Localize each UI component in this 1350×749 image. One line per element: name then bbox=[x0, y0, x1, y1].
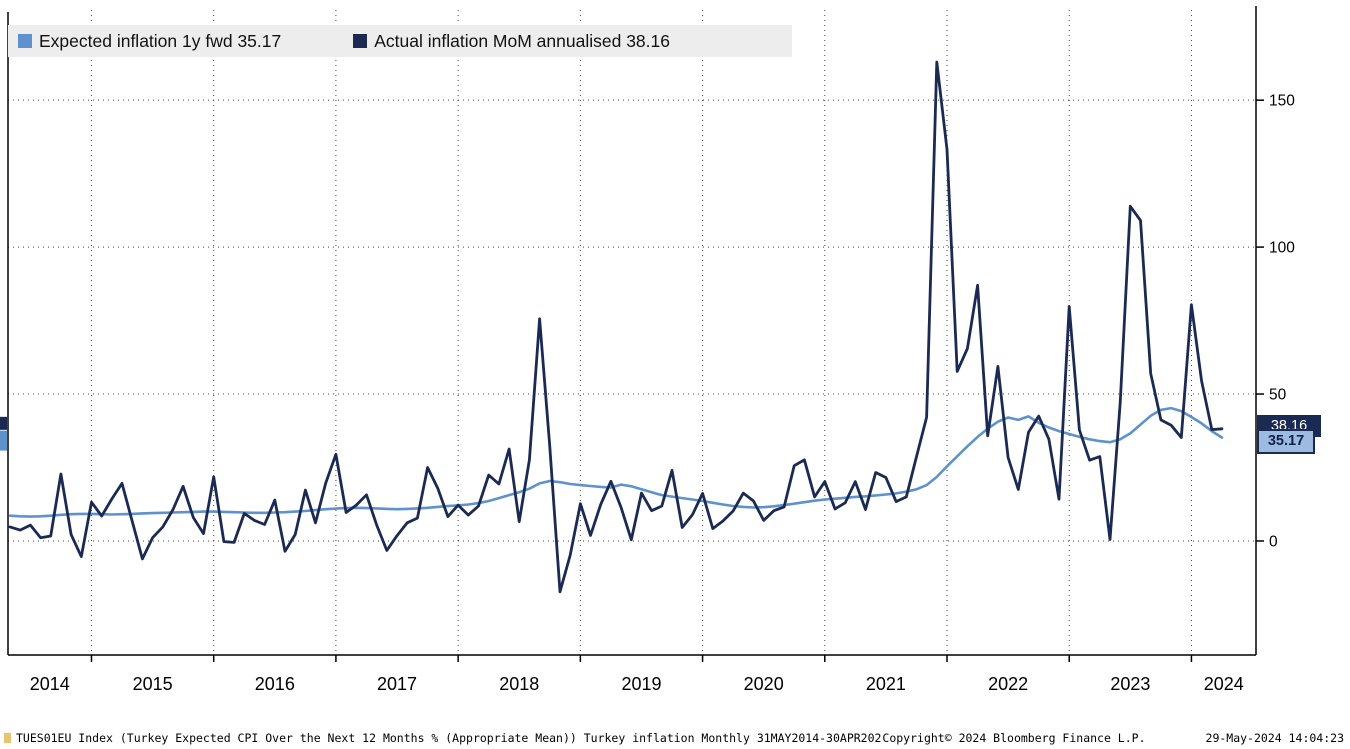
x-axis-year-label: 2014 bbox=[30, 674, 70, 694]
terminal-marker-icon bbox=[4, 733, 11, 743]
y-axis-tick-label: 50 bbox=[1269, 387, 1287, 404]
x-axis-year-label: 2024 bbox=[1204, 674, 1244, 694]
series-line-actual bbox=[8, 60, 1224, 594]
left-axis-expected-marker bbox=[0, 430, 7, 451]
x-axis-year-label: 2021 bbox=[866, 674, 906, 694]
expected-last-value-badge: 35.17 bbox=[1257, 429, 1315, 454]
legend-item-actual[interactable]: Actual inflation MoM annualised 38.16 bbox=[353, 31, 670, 52]
y-axis-tick-label: 100 bbox=[1269, 240, 1295, 257]
y-axis-tick-label: 0 bbox=[1269, 533, 1278, 550]
x-axis-year-label: 2020 bbox=[744, 674, 784, 694]
series-line-expected bbox=[8, 406, 1224, 518]
security-description: TUES01EU Index (Turkey Expected CPI Over… bbox=[16, 731, 883, 745]
status-bar: TUES01EU Index (Turkey Expected CPI Over… bbox=[0, 731, 1350, 745]
actual-series-swatch-icon bbox=[353, 34, 368, 48]
chart-legend: Expected inflation 1y fwd 35.17 Actual i… bbox=[8, 25, 792, 57]
expected-series-swatch-icon bbox=[18, 34, 32, 48]
left-axis-actual-marker bbox=[0, 416, 7, 430]
legend-label-actual: Actual inflation MoM annualised 38.16 bbox=[374, 30, 670, 51]
legend-item-expected[interactable]: Expected inflation 1y fwd 35.17 bbox=[18, 31, 281, 52]
x-axis-year-label: 2016 bbox=[255, 674, 295, 694]
copyright-text: Copyright© 2024 Bloomberg Finance L.P. bbox=[882, 731, 1146, 745]
x-axis-year-label: 2022 bbox=[988, 674, 1028, 694]
x-axis-year-label: 2018 bbox=[499, 674, 539, 694]
y-axis-tick-label: 150 bbox=[1269, 93, 1295, 110]
legend-label-expected: Expected inflation 1y fwd 35.17 bbox=[39, 30, 282, 51]
chart-canvas: 0 50 100 150 2014 2015 2016 2017 2018 2019 2020 202… bbox=[0, 6, 1295, 694]
x-axis-year-label: 2015 bbox=[133, 674, 173, 694]
timestamp: 29-May-2024 14:04:23 bbox=[1205, 731, 1344, 745]
x-axis-year-label: 2023 bbox=[1110, 674, 1150, 694]
x-axis-year-label: 2019 bbox=[621, 674, 661, 694]
x-axis-year-label: 2017 bbox=[377, 674, 417, 694]
